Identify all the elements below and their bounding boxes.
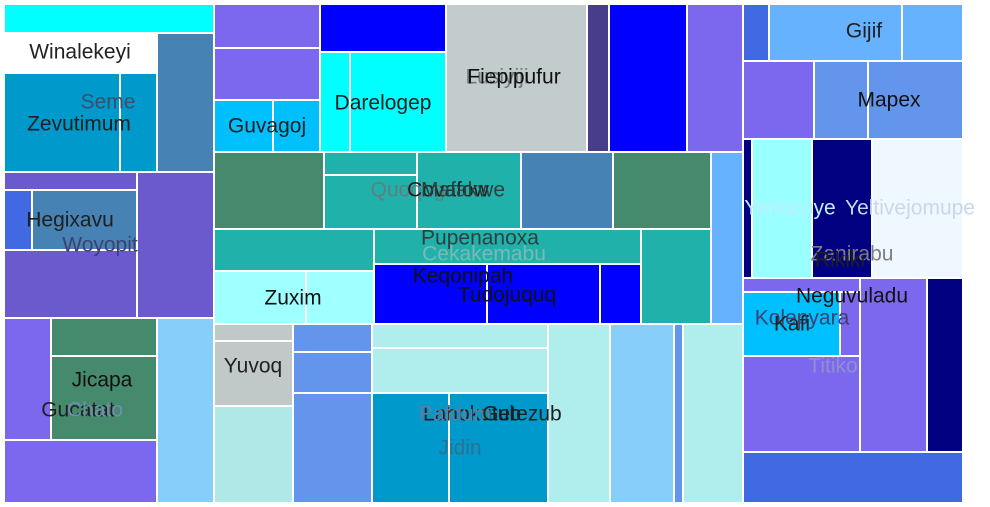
treemap-cell <box>674 324 683 503</box>
treemap-cell <box>872 139 963 278</box>
treemap-cell <box>743 139 752 278</box>
treemap-cell <box>548 324 610 503</box>
treemap-cell <box>743 292 840 356</box>
treemap-cell <box>4 440 157 503</box>
treemap-cell <box>769 4 902 61</box>
treemap-cell <box>293 324 372 352</box>
treemap-cell <box>293 352 372 393</box>
treemap-cell <box>4 190 32 250</box>
treemap-cell <box>743 61 814 139</box>
treemap-cell <box>324 175 417 229</box>
treemap-cell <box>120 73 157 172</box>
treemap-cell <box>214 406 293 503</box>
treemap-cell <box>840 292 860 356</box>
treemap-cell <box>814 61 868 139</box>
treemap-cell <box>51 356 157 440</box>
treemap-cell <box>157 33 214 172</box>
treemap-cell <box>157 318 214 503</box>
treemap-cell <box>137 172 214 318</box>
treemap-cell <box>4 4 214 33</box>
treemap-cell <box>32 190 137 250</box>
treemap-cell <box>293 393 372 503</box>
treemap-cell <box>743 356 860 452</box>
treemap-cell <box>4 73 120 172</box>
treemap-cell <box>610 324 674 503</box>
treemap-cell <box>521 152 613 229</box>
treemap-cell <box>273 100 320 152</box>
treemap-cell <box>374 264 487 324</box>
treemap-cell <box>641 229 711 324</box>
treemap-cell <box>600 264 641 324</box>
treemap-cell <box>372 348 548 393</box>
treemap-cell <box>587 4 609 152</box>
treemap-cell <box>487 264 600 324</box>
treemap-cell <box>4 250 137 318</box>
treemap-cell <box>4 172 137 190</box>
treemap-cell <box>372 324 548 348</box>
treemap-cell <box>214 324 293 341</box>
treemap-cell <box>860 278 927 452</box>
treemap-cell <box>214 4 320 48</box>
treemap-cell <box>417 152 521 229</box>
treemap-cell <box>743 4 769 61</box>
treemap-cell <box>613 152 711 229</box>
treemap-cell <box>4 318 51 440</box>
treemap-cell <box>609 4 687 152</box>
treemap-cell <box>4 33 157 73</box>
treemap-cell <box>449 393 548 503</box>
treemap-cell <box>214 229 374 271</box>
treemap-cell <box>350 52 446 152</box>
treemap-cell <box>214 152 324 229</box>
treemap-cell <box>687 4 743 152</box>
treemap-cell <box>868 61 963 139</box>
treemap-cell <box>752 139 812 278</box>
treemap-cell <box>812 139 872 278</box>
treemap-cell <box>320 4 446 52</box>
treemap-cell <box>214 100 273 152</box>
treemap-cell <box>372 393 449 503</box>
treemap-cell <box>214 271 306 324</box>
treemap-cell <box>902 4 963 61</box>
treemap-cell <box>711 152 743 324</box>
treemap-cell <box>214 48 320 100</box>
treemap-cell <box>214 341 293 406</box>
treemap-cell <box>324 152 417 175</box>
treemap-cell <box>306 271 374 324</box>
treemap-cell <box>927 278 963 452</box>
treemap-cell <box>374 229 641 264</box>
treemap-cell <box>743 278 860 292</box>
treemap-cell <box>320 52 350 152</box>
treemap-cell <box>446 4 587 152</box>
treemap-cell <box>51 318 157 356</box>
treemap-cell <box>683 324 743 503</box>
treemap-cell <box>743 452 963 503</box>
